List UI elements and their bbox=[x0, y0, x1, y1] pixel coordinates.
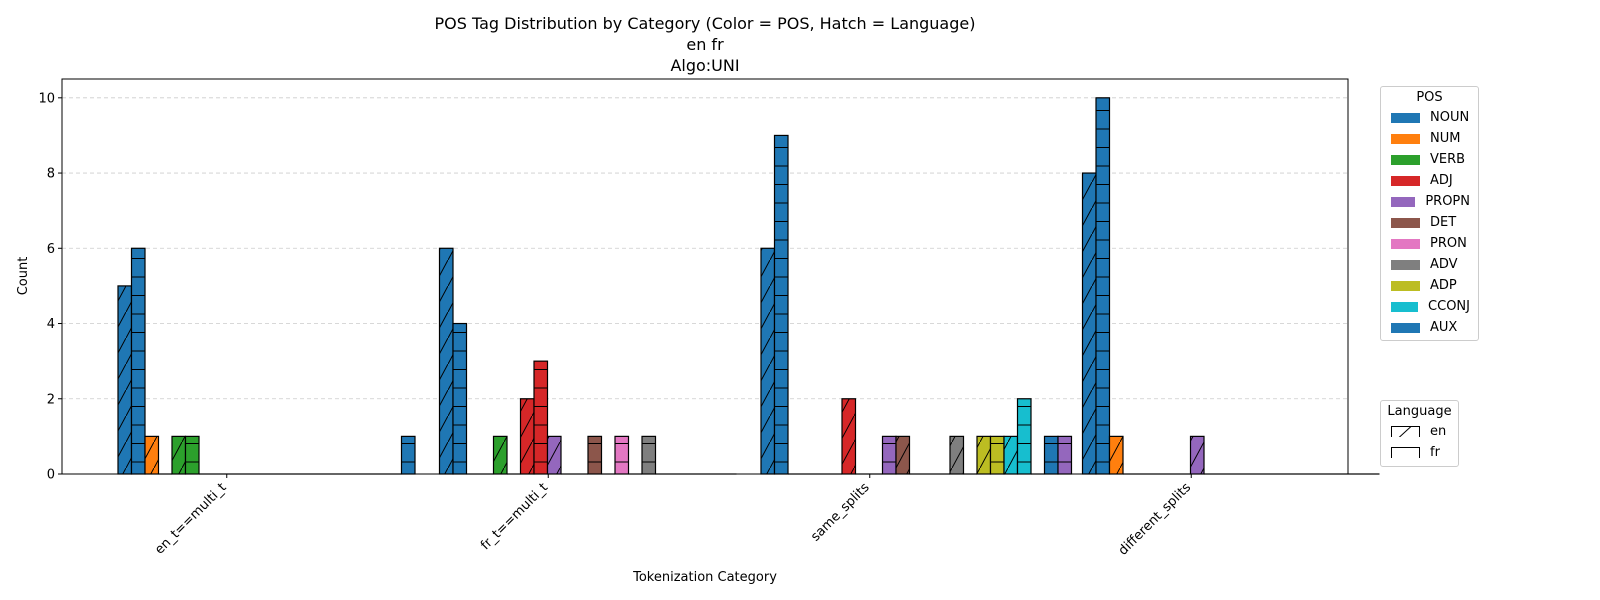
language-legend-title: Language bbox=[1387, 404, 1452, 419]
bar-hatch-fr bbox=[615, 436, 629, 474]
legend-hatch-line bbox=[1398, 426, 1412, 437]
legend-label: NOUN bbox=[1430, 110, 1470, 125]
language-legend-item-fr: fr bbox=[1381, 442, 1458, 463]
legend-swatch bbox=[1391, 301, 1419, 312]
bar-hatch-en bbox=[547, 436, 561, 474]
legend-swatch bbox=[1391, 196, 1416, 207]
bar-hatch-fr bbox=[1096, 97, 1110, 475]
legend-swatch bbox=[1391, 238, 1420, 249]
x-tick-label: fr_t==multi_t bbox=[478, 480, 551, 553]
y-tick-label: 10 bbox=[38, 91, 55, 106]
chart-title: POS Tag Distribution by Category (Color … bbox=[435, 14, 976, 33]
chart-subtitle-1: en fr bbox=[686, 35, 724, 54]
pos-legend-item-adj: ADJ bbox=[1381, 170, 1478, 191]
legend-hatch-box bbox=[1391, 447, 1420, 458]
language-legend-items: en fr bbox=[1381, 421, 1458, 463]
legend-label: ADJ bbox=[1430, 173, 1453, 188]
pos-legend: POS NOUN NUM VERB ADJ PROPN DET PRON ADV ADP CCON… bbox=[1380, 86, 1479, 341]
legend-label: fr bbox=[1430, 445, 1440, 460]
legend-swatch bbox=[1391, 322, 1420, 333]
bar-hatch-en bbox=[118, 285, 132, 474]
bar-hatch-fr bbox=[185, 436, 199, 474]
bar-hatch-fr bbox=[774, 135, 788, 474]
bar-hatch-en bbox=[172, 436, 186, 474]
legend-label: DET bbox=[1430, 215, 1457, 230]
legend-label: PRON bbox=[1430, 236, 1467, 251]
bar-hatch-fr bbox=[1017, 398, 1031, 474]
pos-legend-items: NOUN NUM VERB ADJ PROPN DET PRON ADV ADP CCONJ AUX bbox=[1381, 107, 1478, 338]
pos-legend-item-aux: AUX bbox=[1381, 317, 1478, 338]
pos-legend-title: POS bbox=[1416, 90, 1443, 105]
bar-hatch-fr bbox=[534, 361, 548, 474]
legend-label: AUX bbox=[1430, 320, 1458, 335]
legend-swatch bbox=[1391, 217, 1420, 228]
legend-swatch bbox=[1391, 259, 1420, 270]
legend-label: ADP bbox=[1430, 278, 1457, 293]
y-axis: 0 2 4 6 8 10 bbox=[38, 91, 62, 483]
language-legend: Language en fr bbox=[1380, 400, 1459, 467]
y-tick-label: 2 bbox=[47, 392, 55, 407]
bar-hatch-fr bbox=[642, 436, 656, 474]
chart-subtitle-2: Algo:UNI bbox=[670, 56, 739, 75]
y-tick-label: 0 bbox=[47, 468, 55, 483]
legend-label: en bbox=[1430, 424, 1447, 439]
bar-hatch-en bbox=[145, 436, 159, 474]
bar-hatch-en bbox=[977, 436, 991, 474]
bar-hatch-fr bbox=[990, 436, 1004, 474]
y-tick-label: 4 bbox=[47, 317, 55, 332]
bar-hatch-fr bbox=[1058, 436, 1072, 474]
pos-legend-item-adv: ADV bbox=[1381, 254, 1478, 275]
bar-hatch-en bbox=[1190, 436, 1204, 474]
pos-legend-item-cconj: CCONJ bbox=[1381, 296, 1478, 317]
pos-legend-item-det: DET bbox=[1381, 212, 1478, 233]
bars bbox=[117, 97, 1380, 475]
gridlines bbox=[62, 97, 1348, 400]
bar-hatch-en bbox=[520, 398, 534, 474]
bar-hatch-fr bbox=[453, 323, 467, 474]
legend-swatch bbox=[1391, 154, 1420, 165]
legend-swatch bbox=[1391, 133, 1420, 144]
legend-hatch-swatch bbox=[1391, 447, 1420, 458]
bar-hatch-en bbox=[896, 436, 910, 474]
bar-hatch-fr bbox=[401, 436, 415, 474]
legend-swatch bbox=[1391, 175, 1420, 186]
x-tick-label: same_splits bbox=[808, 480, 873, 545]
bar-hatch-en bbox=[1082, 173, 1096, 475]
pos-legend-item-adp: ADP bbox=[1381, 275, 1478, 296]
legend-label: ADV bbox=[1430, 257, 1458, 272]
x-axis-label: Tokenization Category bbox=[632, 570, 777, 585]
bar-hatch-en bbox=[1109, 436, 1123, 474]
legend-label: CCONJ bbox=[1428, 299, 1470, 314]
bar-hatch-en bbox=[493, 436, 507, 474]
y-tick-label: 6 bbox=[47, 242, 55, 257]
legend-label: VERB bbox=[1430, 152, 1466, 167]
legend-label: PROPN bbox=[1425, 194, 1470, 209]
x-tick-label: different_splits bbox=[1116, 480, 1195, 559]
language-legend-item-en: en bbox=[1381, 421, 1458, 442]
y-tick-label: 8 bbox=[47, 167, 55, 182]
plot-area bbox=[61, 78, 1349, 475]
bar-hatch-fr bbox=[588, 436, 602, 474]
pos-legend-item-num: NUM bbox=[1381, 128, 1478, 149]
y-axis-label: Count bbox=[16, 257, 31, 296]
bar-hatch-fr bbox=[131, 248, 145, 474]
x-tick-label: en_t==multi_t bbox=[152, 480, 229, 557]
pos-legend-item-pron: PRON bbox=[1381, 233, 1478, 254]
bar-hatch-en bbox=[842, 398, 856, 474]
bar-hatch-en bbox=[761, 248, 775, 474]
legend-swatch bbox=[1391, 112, 1420, 123]
pos-legend-item-noun: NOUN bbox=[1381, 107, 1478, 128]
x-axis: en_t==multi_t fr_t==multi_t same_splits dif… bbox=[152, 474, 1194, 559]
bar-hatch-en bbox=[1004, 436, 1018, 474]
legend-hatch-swatch bbox=[1391, 426, 1420, 437]
bar-hatch-en bbox=[439, 248, 453, 474]
bar-hatch-fr bbox=[1044, 436, 1058, 474]
legend-swatch bbox=[1391, 280, 1420, 291]
legend-label: NUM bbox=[1430, 131, 1461, 146]
bar-hatch-fr bbox=[882, 436, 896, 474]
bar-hatch-en bbox=[950, 436, 964, 474]
pos-legend-item-verb: VERB bbox=[1381, 149, 1478, 170]
pos-legend-item-propn: PROPN bbox=[1381, 191, 1478, 212]
